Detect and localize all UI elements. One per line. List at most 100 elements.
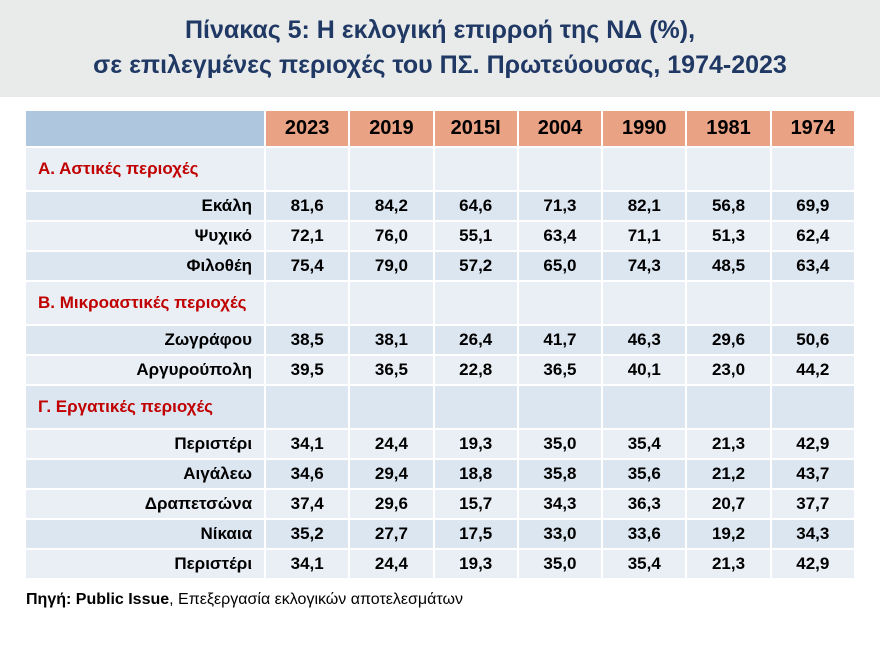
area-label: Περιστέρι xyxy=(26,430,265,458)
value-cell: 19,2 xyxy=(687,520,770,548)
value-cell: 26,4 xyxy=(434,326,517,354)
area-label: Αιγάλεω xyxy=(26,460,265,488)
value-cell: 42,9 xyxy=(771,430,854,458)
value-cell: 37,4 xyxy=(266,490,349,518)
value-cell: 19,3 xyxy=(434,430,517,458)
year-header-1974: 1974 xyxy=(771,111,854,146)
value-cell: 63,4 xyxy=(518,222,602,250)
value-cell xyxy=(518,282,602,324)
value-cell: 22,8 xyxy=(434,356,517,384)
value-cell: 74,3 xyxy=(603,252,686,280)
table-row: Περιστέρι 34,1 24,4 19,3 35,0 35,4 21,3 42,9 xyxy=(26,430,854,458)
value-cell: 34,3 xyxy=(771,520,854,548)
value-cell: 35,4 xyxy=(603,430,686,458)
value-cell: 15,7 xyxy=(434,490,517,518)
value-cell: 29,6 xyxy=(350,490,433,518)
header-row: 2023 2019 2015I 2004 1990 1981 1974 xyxy=(26,111,854,146)
table-row: Περιστέρι 34,1 24,4 19,3 35,0 35,4 21,3 42,9 xyxy=(26,550,854,578)
table-row: Νίκαια 35,2 27,7 17,5 33,0 33,6 19,2 34,3 xyxy=(26,520,854,548)
value-cell xyxy=(266,148,349,190)
value-cell: 82,1 xyxy=(603,192,686,220)
table-header: 2023 2019 2015I 2004 1990 1981 1974 xyxy=(26,111,854,146)
value-cell xyxy=(350,386,433,428)
value-cell: 17,5 xyxy=(434,520,517,548)
source-name: Πηγή: Public Issue xyxy=(26,591,170,608)
area-label: Φιλοθέη xyxy=(26,252,265,280)
value-cell: 84,2 xyxy=(350,192,433,220)
value-cell: 21,3 xyxy=(687,430,770,458)
year-header-1990: 1990 xyxy=(603,111,686,146)
value-cell: 62,4 xyxy=(771,222,854,250)
value-cell: 34,3 xyxy=(518,490,602,518)
value-cell: 35,4 xyxy=(603,550,686,578)
value-cell: 57,2 xyxy=(434,252,517,280)
section-row: Α. Αστικές περιοχές xyxy=(26,148,854,190)
value-cell xyxy=(603,282,686,324)
value-cell xyxy=(518,148,602,190)
section-title: Γ. Εργατικές περιοχές xyxy=(26,386,265,428)
value-cell xyxy=(603,148,686,190)
value-cell: 44,2 xyxy=(771,356,854,384)
value-cell: 35,2 xyxy=(266,520,349,548)
value-cell: 55,1 xyxy=(434,222,517,250)
value-cell xyxy=(350,282,433,324)
value-cell: 35,8 xyxy=(518,460,602,488)
table-row: Αιγάλεω 34,6 29,4 18,8 35,8 35,6 21,2 43,7 xyxy=(26,460,854,488)
year-header-2004: 2004 xyxy=(518,111,602,146)
area-label: Περιστέρι xyxy=(26,550,265,578)
page-title-line1: Πίνακας 5: Η εκλογική επιρροή της ΝΔ (%)… xyxy=(184,16,696,44)
value-cell: 39,5 xyxy=(266,356,349,384)
value-cell: 81,6 xyxy=(266,192,349,220)
value-cell xyxy=(434,282,517,324)
value-cell: 29,6 xyxy=(687,326,770,354)
value-cell: 35,0 xyxy=(518,550,602,578)
year-header-2015I: 2015I xyxy=(434,111,517,146)
value-cell: 42,9 xyxy=(771,550,854,578)
value-cell: 41,7 xyxy=(518,326,602,354)
value-cell: 21,2 xyxy=(687,460,770,488)
value-cell: 36,5 xyxy=(518,356,602,384)
table-row: Φιλοθέη 75,4 79,0 57,2 65,0 74,3 48,5 63,4 xyxy=(26,252,854,280)
value-cell: 21,3 xyxy=(687,550,770,578)
area-label: Δραπετσώνα xyxy=(26,490,265,518)
value-cell: 24,4 xyxy=(350,430,433,458)
value-cell: 71,3 xyxy=(518,192,602,220)
value-cell: 72,1 xyxy=(266,222,349,250)
value-cell: 76,0 xyxy=(350,222,433,250)
value-cell: 27,7 xyxy=(350,520,433,548)
table-row: Αργυρούπολη 39,5 36,5 22,8 36,5 40,1 23,0 44,2 xyxy=(26,356,854,384)
value-cell: 56,8 xyxy=(687,192,770,220)
value-cell: 36,5 xyxy=(350,356,433,384)
value-cell xyxy=(266,282,349,324)
value-cell: 46,3 xyxy=(603,326,686,354)
value-cell: 71,1 xyxy=(603,222,686,250)
year-header-2023: 2023 xyxy=(266,111,349,146)
page-title-line2: σε επιλεγμένες περιοχές του ΠΣ. Πρωτεύου… xyxy=(93,50,787,79)
value-cell xyxy=(518,386,602,428)
value-cell: 35,6 xyxy=(603,460,686,488)
area-label: Ψυχικό xyxy=(26,222,265,250)
table-row: Δραπετσώνα 37,4 29,6 15,7 34,3 36,3 20,7 37,7 xyxy=(26,490,854,518)
value-cell: 65,0 xyxy=(518,252,602,280)
influence-table: 2023 2019 2015I 2004 1990 1981 1974 Α. Α… xyxy=(24,109,856,580)
value-cell: 18,8 xyxy=(434,460,517,488)
value-cell: 23,0 xyxy=(687,356,770,384)
area-label: Νίκαια xyxy=(26,520,265,548)
value-cell xyxy=(266,386,349,428)
table-body: Α. Αστικές περιοχές Εκάλη 81,6 84,2 64,6 71,3… xyxy=(26,148,854,578)
value-cell xyxy=(687,148,770,190)
value-cell: 33,6 xyxy=(603,520,686,548)
title-band: Πίνακας 5: Η εκλογική επιρροή της ΝΔ (%)… xyxy=(0,0,880,97)
value-cell: 35,0 xyxy=(518,430,602,458)
value-cell xyxy=(434,148,517,190)
value-cell: 51,3 xyxy=(687,222,770,250)
value-cell xyxy=(687,282,770,324)
value-cell: 63,4 xyxy=(771,252,854,280)
table-row: Ζωγράφου 38,5 38,1 26,4 41,7 46,3 29,6 50,6 xyxy=(26,326,854,354)
value-cell: 69,9 xyxy=(771,192,854,220)
section-title: Β. Μικροαστικές περιοχές xyxy=(26,282,265,324)
table-container: 2023 2019 2015I 2004 1990 1981 1974 Α. Α… xyxy=(0,97,880,580)
section-row: Β. Μικροαστικές περιοχές xyxy=(26,282,854,324)
value-cell: 24,4 xyxy=(350,550,433,578)
value-cell: 38,1 xyxy=(350,326,433,354)
